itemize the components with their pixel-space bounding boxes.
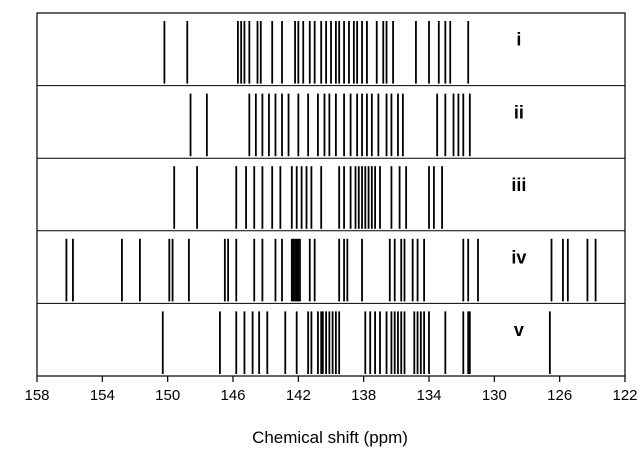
panel-label-ii: ii <box>514 102 524 122</box>
tick-label-158: 158 <box>24 387 49 404</box>
tick-label-130: 130 <box>482 387 507 404</box>
panel-label-i: i <box>516 30 521 50</box>
tick-label-146: 146 <box>220 387 245 404</box>
panel-label-v: v <box>514 320 524 340</box>
tick-label-154: 154 <box>90 387 115 404</box>
x-axis: 158 154 150 146 142 138 134 130 126 122 <box>24 376 637 404</box>
tick-label-126: 126 <box>547 387 572 404</box>
tick-label-142: 142 <box>286 387 311 404</box>
tick-label-122: 122 <box>612 387 637 404</box>
panel-labels: iiiiiiivv <box>511 30 526 340</box>
tick-label-150: 150 <box>155 387 180 404</box>
tick-label-134: 134 <box>416 387 441 404</box>
panel-label-iv: iv <box>511 247 526 267</box>
tick-label-138: 138 <box>351 387 376 404</box>
panel-label-iii: iii <box>511 175 526 195</box>
x-axis-label: Chemical shift (ppm) <box>252 428 408 447</box>
